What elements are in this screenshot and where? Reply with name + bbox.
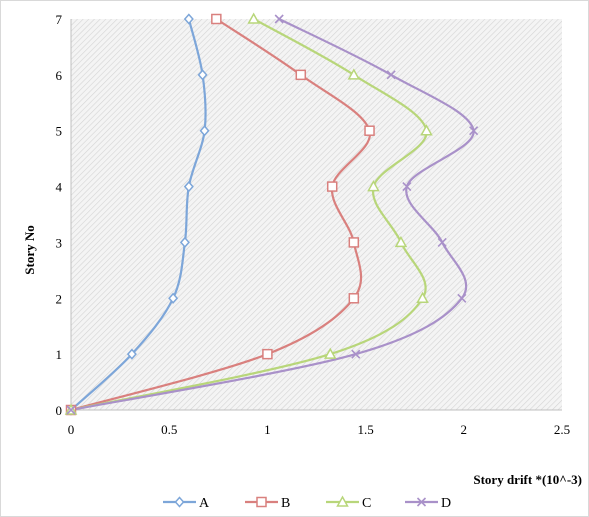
legend-marker-a: [174, 496, 185, 508]
data-point-a: [197, 69, 208, 81]
series-line-c: [70, 18, 428, 412]
y-tick-label: 4: [56, 180, 63, 195]
data-point-c: [420, 124, 433, 136]
y-tick-label: 6: [56, 68, 63, 83]
data-point-d: [469, 126, 479, 136]
y-axis-title: Story No: [22, 225, 37, 274]
data-point-d: [437, 237, 447, 247]
data-point-c: [394, 235, 408, 248]
data-point-b: [348, 293, 360, 304]
data-point-b: [348, 237, 360, 248]
data-point-a: [126, 348, 137, 360]
data-point-a: [183, 180, 194, 193]
plot-area: [71, 19, 562, 410]
data-point-d: [351, 349, 361, 359]
y-tick-label: 7: [56, 12, 63, 27]
series-lines: [70, 18, 475, 412]
data-point-a: [168, 292, 179, 304]
y-tick-label: 2: [56, 291, 63, 306]
data-point-b: [364, 125, 375, 136]
x-tick-label: 2.5: [554, 422, 570, 437]
x-tick-label: 1.5: [357, 422, 373, 437]
legend-marker-d: [416, 497, 427, 507]
data-point-a: [183, 13, 194, 25]
series-line-b: [70, 18, 371, 412]
x-tick-label: 0.5: [161, 422, 177, 437]
y-tick-label: 5: [56, 124, 63, 139]
data-point-b: [326, 181, 338, 192]
data-point-d: [66, 405, 76, 415]
data-point-b: [262, 348, 273, 360]
series-line-d: [70, 18, 475, 412]
legend-label-b: B: [281, 496, 290, 511]
data-point-c: [323, 347, 337, 359]
data-point-d: [386, 70, 396, 80]
legend-marker-b: [256, 496, 267, 508]
series-markers: [64, 12, 479, 416]
data-point-c: [247, 12, 260, 24]
data-point-b: [295, 69, 307, 81]
y-tick-labels: 0 1 2 3 4 5 6 7: [56, 12, 63, 418]
legend-label-c: C: [362, 496, 371, 511]
y-tick-label: 3: [56, 235, 63, 250]
x-axis-title: Story drift *(10^-3): [473, 472, 582, 487]
legend: A B C D: [163, 495, 451, 511]
y-tick-label: 0: [56, 403, 63, 418]
x-tick-label: 2: [461, 422, 468, 437]
data-point-a: [199, 125, 210, 137]
legend-label-a: A: [199, 496, 210, 511]
data-point-d: [402, 182, 412, 192]
data-point-c: [367, 180, 380, 192]
data-point-c: [347, 68, 361, 80]
data-point-b: [211, 13, 222, 25]
data-point-d: [274, 14, 284, 24]
data-point-c: [416, 291, 429, 304]
y-tick-label: 1: [56, 347, 63, 362]
x-tick-labels: 0 0.5 1 1.5 2 2.5: [68, 422, 570, 437]
legend-marker-c: [336, 495, 349, 507]
legend-label-d: D: [441, 496, 451, 511]
data-point-d: [457, 293, 467, 303]
x-tick-label: 1: [264, 422, 271, 437]
data-point-a: [179, 236, 190, 249]
x-tick-label: 0: [68, 422, 75, 437]
